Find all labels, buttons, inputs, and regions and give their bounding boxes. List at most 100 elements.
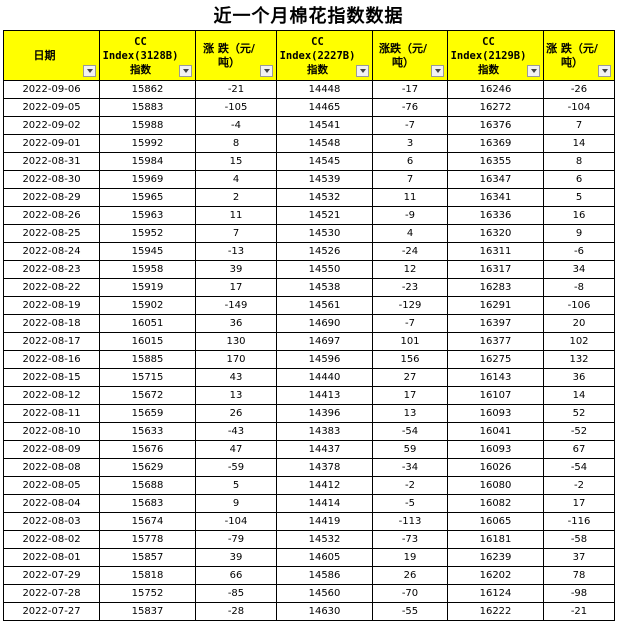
date-cell[interactable]: 2022-08-16 (3, 350, 100, 369)
change-3128b-cell[interactable]: 17 (195, 278, 277, 297)
change-2129b-cell[interactable]: -8 (543, 278, 615, 297)
change-2227b-cell[interactable]: 11 (372, 188, 448, 207)
change-3128b-cell[interactable]: 26 (195, 404, 277, 423)
index-2227b-cell[interactable]: 14538 (276, 278, 373, 297)
change-2129b-cell[interactable]: -98 (543, 584, 615, 603)
index-3128b-cell[interactable]: 15945 (99, 242, 196, 261)
index-2129b-cell[interactable]: 16397 (447, 314, 544, 333)
date-cell[interactable]: 2022-08-17 (3, 332, 100, 351)
index-2129b-cell[interactable]: 16080 (447, 476, 544, 495)
index-3128b-cell[interactable]: 15988 (99, 116, 196, 135)
index-2129b-cell[interactable]: 16376 (447, 116, 544, 135)
filter-dropdown-icon[interactable] (356, 65, 369, 77)
date-cell[interactable]: 2022-07-29 (3, 566, 100, 585)
change-2129b-cell[interactable]: -54 (543, 458, 615, 477)
index-3128b-cell[interactable]: 15688 (99, 476, 196, 495)
change-2227b-cell[interactable]: 4 (372, 224, 448, 243)
index-3128b-cell[interactable]: 15984 (99, 152, 196, 171)
index-2129b-cell[interactable]: 16093 (447, 404, 544, 423)
index-3128b-cell[interactable]: 15963 (99, 206, 196, 225)
index-2227b-cell[interactable]: 14413 (276, 386, 373, 405)
index-2227b-cell[interactable]: 14419 (276, 512, 373, 531)
change-2129b-cell[interactable]: 34 (543, 260, 615, 279)
index-3128b-cell[interactable]: 15885 (99, 350, 196, 369)
index-3128b-cell[interactable]: 16051 (99, 314, 196, 333)
change-2227b-cell[interactable]: 156 (372, 350, 448, 369)
index-2227b-cell[interactable]: 14448 (276, 80, 373, 99)
change-3128b-cell[interactable]: 15 (195, 152, 277, 171)
change-3128b-cell[interactable]: 39 (195, 260, 277, 279)
index-2227b-cell[interactable]: 14378 (276, 458, 373, 477)
date-cell[interactable]: 2022-08-05 (3, 476, 100, 495)
index-3128b-cell[interactable]: 15919 (99, 278, 196, 297)
date-cell[interactable]: 2022-08-03 (3, 512, 100, 531)
index-2129b-cell[interactable]: 16311 (447, 242, 544, 261)
index-3128b-cell[interactable]: 15883 (99, 98, 196, 117)
index-2129b-cell[interactable]: 16320 (447, 224, 544, 243)
change-2227b-cell[interactable]: 27 (372, 368, 448, 387)
change-2227b-cell[interactable]: 59 (372, 440, 448, 459)
index-3128b-cell[interactable]: 15969 (99, 170, 196, 189)
change-3128b-cell[interactable]: 39 (195, 548, 277, 567)
index-2227b-cell[interactable]: 14541 (276, 116, 373, 135)
change-3128b-cell[interactable]: 5 (195, 476, 277, 495)
change-2227b-cell[interactable]: -9 (372, 206, 448, 225)
change-3128b-cell[interactable]: -4 (195, 116, 277, 135)
index-3128b-cell[interactable]: 15633 (99, 422, 196, 441)
index-2129b-cell[interactable]: 16202 (447, 566, 544, 585)
index-2227b-cell[interactable]: 14596 (276, 350, 373, 369)
change-2129b-cell[interactable]: -104 (543, 98, 615, 117)
index-2227b-cell[interactable]: 14548 (276, 134, 373, 153)
change-2129b-cell[interactable]: 5 (543, 188, 615, 207)
index-2129b-cell[interactable]: 16143 (447, 368, 544, 387)
change-3128b-cell[interactable]: 2 (195, 188, 277, 207)
change-3128b-cell[interactable]: -59 (195, 458, 277, 477)
date-cell[interactable]: 2022-08-23 (3, 260, 100, 279)
date-cell[interactable]: 2022-07-28 (3, 584, 100, 603)
index-3128b-cell[interactable]: 15958 (99, 260, 196, 279)
change-2129b-cell[interactable]: 6 (543, 170, 615, 189)
index-3128b-cell[interactable]: 15752 (99, 584, 196, 603)
index-3128b-cell[interactable]: 15965 (99, 188, 196, 207)
column-header-change-2227b[interactable]: 涨跌（元/ 吨） (372, 30, 448, 81)
change-3128b-cell[interactable]: 47 (195, 440, 277, 459)
index-2227b-cell[interactable]: 14465 (276, 98, 373, 117)
date-cell[interactable]: 2022-08-24 (3, 242, 100, 261)
index-2227b-cell[interactable]: 14532 (276, 530, 373, 549)
index-2227b-cell[interactable]: 14545 (276, 152, 373, 171)
change-2129b-cell[interactable]: 9 (543, 224, 615, 243)
index-2227b-cell[interactable]: 14396 (276, 404, 373, 423)
change-2129b-cell[interactable]: -21 (543, 602, 615, 621)
index-2227b-cell[interactable]: 14561 (276, 296, 373, 315)
filter-dropdown-icon[interactable] (260, 65, 273, 77)
index-3128b-cell[interactable]: 15818 (99, 566, 196, 585)
change-2227b-cell[interactable]: -113 (372, 512, 448, 531)
date-cell[interactable]: 2022-08-26 (3, 206, 100, 225)
filter-dropdown-icon[interactable] (179, 65, 192, 77)
change-3128b-cell[interactable]: -43 (195, 422, 277, 441)
index-3128b-cell[interactable]: 15676 (99, 440, 196, 459)
change-2227b-cell[interactable]: -70 (372, 584, 448, 603)
index-2227b-cell[interactable]: 14697 (276, 332, 373, 351)
index-2129b-cell[interactable]: 16317 (447, 260, 544, 279)
change-3128b-cell[interactable]: 11 (195, 206, 277, 225)
index-2129b-cell[interactable]: 16377 (447, 332, 544, 351)
index-3128b-cell[interactable]: 15715 (99, 368, 196, 387)
change-2129b-cell[interactable]: -6 (543, 242, 615, 261)
date-cell[interactable]: 2022-08-02 (3, 530, 100, 549)
index-2227b-cell[interactable]: 14539 (276, 170, 373, 189)
index-2227b-cell[interactable]: 14526 (276, 242, 373, 261)
index-2227b-cell[interactable]: 14586 (276, 566, 373, 585)
change-2129b-cell[interactable]: 37 (543, 548, 615, 567)
change-2129b-cell[interactable]: 7 (543, 116, 615, 135)
index-2129b-cell[interactable]: 16336 (447, 206, 544, 225)
change-2129b-cell[interactable]: -116 (543, 512, 615, 531)
change-2227b-cell[interactable]: 26 (372, 566, 448, 585)
change-3128b-cell[interactable]: 13 (195, 386, 277, 405)
index-2129b-cell[interactable]: 16369 (447, 134, 544, 153)
date-cell[interactable]: 2022-08-18 (3, 314, 100, 333)
change-2227b-cell[interactable]: -7 (372, 314, 448, 333)
index-3128b-cell[interactable]: 15629 (99, 458, 196, 477)
index-3128b-cell[interactable]: 15659 (99, 404, 196, 423)
column-header-change-2129b[interactable]: 涨 跌（元/ 吨） (543, 30, 615, 81)
